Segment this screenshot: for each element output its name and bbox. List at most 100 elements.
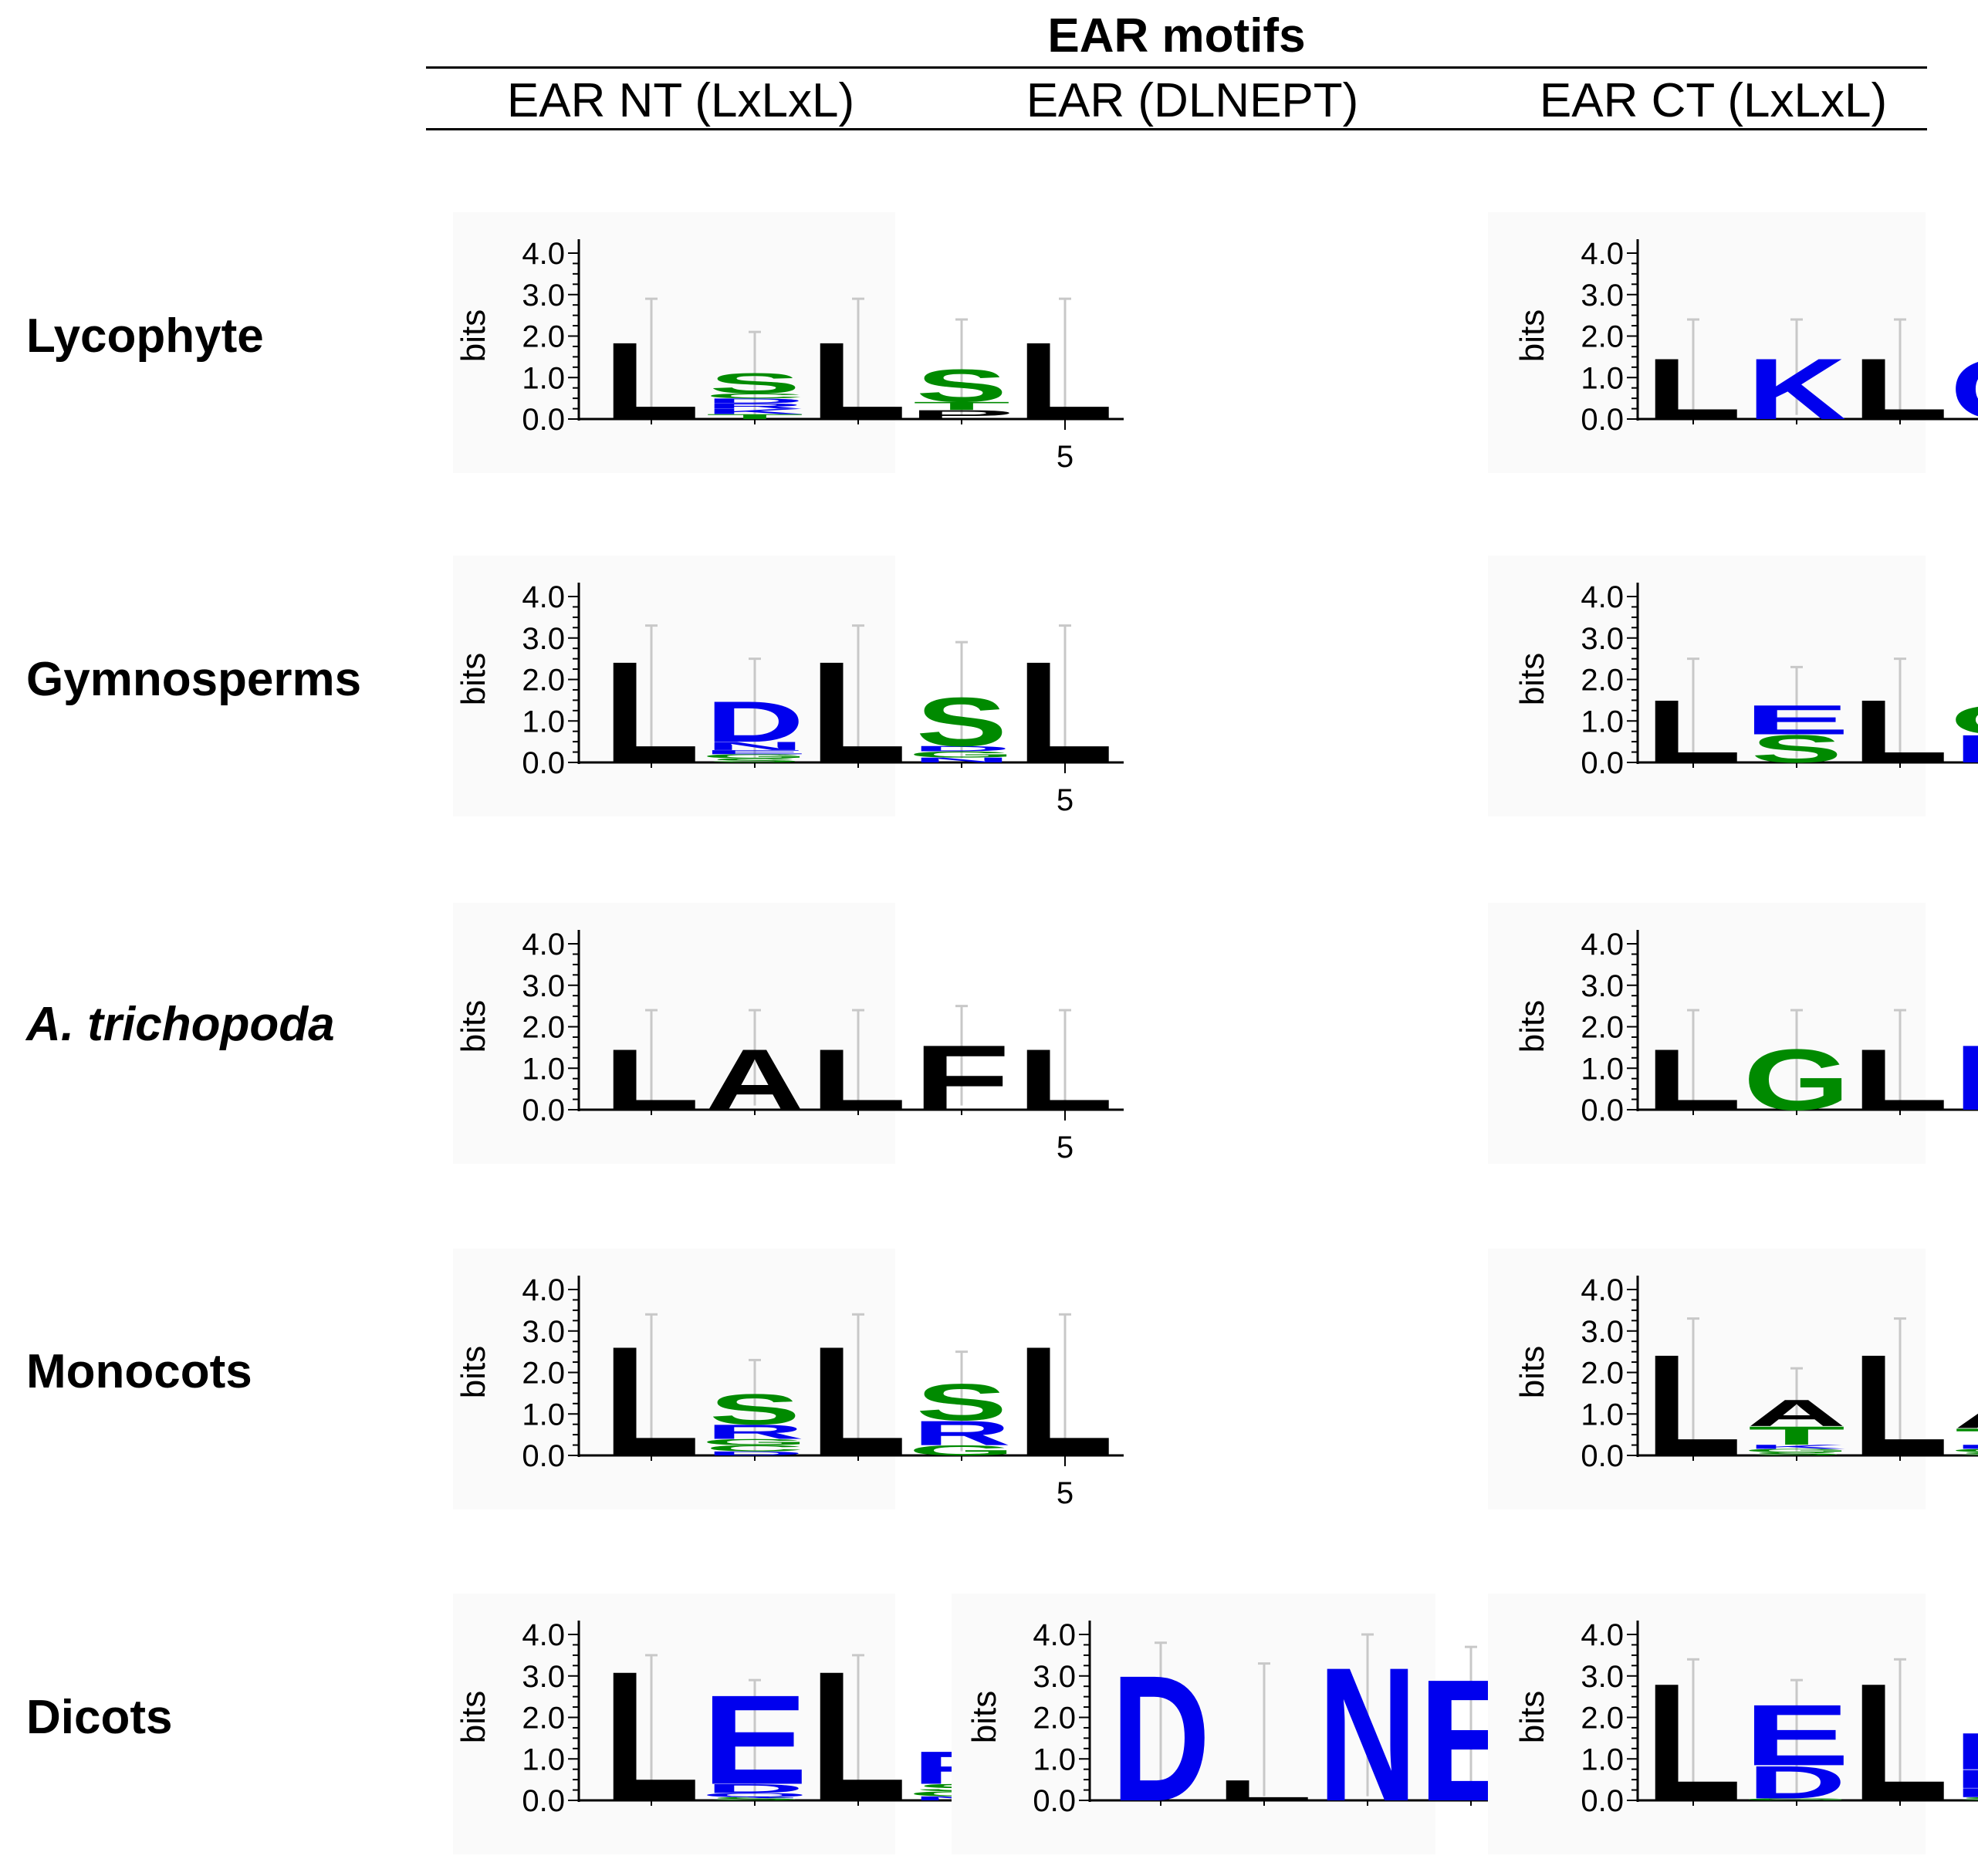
logo-letter-s: S: [709, 1797, 801, 1802]
y-tick-label: 2.0: [1581, 664, 1624, 698]
logo-letter-g: G: [1743, 1031, 1850, 1128]
logo-letter-t: T: [1748, 1421, 1845, 1451]
logo-letter-g: G: [702, 753, 808, 759]
logo-letter-s: S: [709, 757, 801, 763]
logo-dicots-ear-dlnept: 0.01.02.03.04.0bits5DLNEPNST: [952, 1594, 1736, 1855]
y-tick-label: 3.0: [522, 1315, 565, 1349]
logo-letter-d: D: [705, 397, 804, 404]
logo-letter-l: L: [603, 1315, 700, 1489]
y-tick-label: 3.0: [1581, 1660, 1624, 1694]
logo-letter-s: S: [709, 367, 801, 400]
logo-letter-l: L: [810, 1633, 907, 1840]
logo-letter-d: D: [912, 745, 1011, 753]
y-tick-label: 1.0: [522, 1742, 565, 1776]
logo-letter-l: L: [1645, 340, 1742, 438]
y-tick-label: 2.0: [522, 1011, 565, 1045]
y-tick-label: 1.0: [1581, 1398, 1624, 1432]
logo-letter-g: G: [702, 1437, 808, 1447]
logo-letter-c: C: [705, 1443, 804, 1453]
logo-letter-l: L: [1851, 681, 1949, 782]
logo-panel-background: [453, 212, 895, 473]
logo-letter-l: L: [810, 631, 907, 793]
logo-letter-g: G: [1950, 697, 1978, 743]
row-label-dicots: Dicots: [26, 1691, 173, 1744]
y-tick-label: 4.0: [522, 237, 565, 271]
y-tick-label: 1.0: [522, 705, 565, 739]
logo-letter-g: G: [908, 749, 1015, 759]
logo-panel-background: [1488, 212, 1926, 473]
y-tick-label: 0.0: [522, 1093, 565, 1127]
y-axis-label: bits: [455, 1346, 492, 1398]
y-axis-label: bits: [1513, 653, 1551, 705]
y-tick-label: 1.0: [522, 1398, 565, 1432]
logo-panel-background: [1488, 1249, 1926, 1509]
logo-letter-r: R: [912, 1414, 1011, 1452]
title-rule: [426, 66, 1927, 69]
row-label-monocots: Monocots: [26, 1345, 252, 1398]
y-tick-label: 2.0: [1033, 1702, 1076, 1736]
y-axis-label: bits: [1513, 1000, 1551, 1053]
logo-letter-k: K: [705, 407, 804, 416]
logo-letter-l: L: [603, 1633, 700, 1840]
logo-letter-l: L: [1216, 1774, 1313, 1807]
logo-letter-l: L: [1016, 1031, 1114, 1128]
y-tick-label: 2.0: [522, 1702, 565, 1736]
y-tick-label: 4.0: [1581, 928, 1624, 962]
y-tick-label: 4.0: [1033, 1618, 1076, 1652]
logo-letter-g: G: [1950, 1448, 1978, 1453]
logo-letter-s: S: [916, 1373, 1008, 1432]
y-axis-label: bits: [455, 653, 492, 705]
logo-letter-s: S: [1958, 1452, 1978, 1457]
y-tick-label: 3.0: [1581, 622, 1624, 656]
logo-dicots-ear-ct-lxlxl: 0.01.02.03.04.0bits5LGDELSNRKL: [1488, 1594, 1978, 1854]
logo-letter-r: R: [705, 1421, 804, 1443]
logo-letter-a: A: [1954, 1397, 1978, 1435]
logo-letter-r: R: [1954, 1765, 1978, 1794]
logo-letter-c: C: [705, 392, 804, 400]
logo-letter-l: L: [1645, 1324, 1742, 1486]
logo-letter-l: L: [1851, 340, 1949, 438]
logo-letter-k: K: [1747, 340, 1846, 438]
logo-panel-background: [1488, 903, 1926, 1164]
y-tick-label: 3.0: [1581, 279, 1624, 313]
y-tick-label: 0.0: [1581, 1093, 1624, 1127]
figure-title: EAR motifs: [1047, 9, 1306, 63]
logo-letter-p: P: [908, 407, 1015, 421]
logo-monocots-ear-ct-lxlxl: 0.01.02.03.04.0bits5LSGKTALSGRTAL: [1488, 1249, 1978, 1509]
logo-letter-t: T: [1955, 1424, 1978, 1450]
logo-letter-l: L: [1851, 1324, 1949, 1486]
logo-letter-t: T: [913, 400, 1010, 413]
logo-letter-d: D: [705, 689, 804, 754]
x-tick-label: 5: [1057, 1476, 1074, 1510]
logo-letter-n: N: [1318, 1628, 1417, 1841]
header-rule: [426, 128, 1927, 130]
y-tick-label: 3.0: [522, 279, 565, 313]
logo-letter-g: G: [908, 1442, 1015, 1459]
y-tick-label: 2.0: [522, 1357, 565, 1391]
y-tick-label: 0.0: [1033, 1784, 1076, 1818]
logo-panel-background: [453, 1594, 895, 1854]
y-tick-label: 0.0: [522, 746, 565, 780]
y-tick-label: 1.0: [1581, 1742, 1624, 1776]
y-axis-label: bits: [455, 1691, 492, 1743]
logo-letter-q: Q: [1950, 340, 1978, 438]
logo-letter-k: K: [1747, 1444, 1846, 1450]
y-tick-label: 3.0: [522, 1660, 565, 1694]
logo-letter-l: L: [1851, 1031, 1949, 1128]
logo-letter-r: R: [705, 402, 804, 411]
y-tick-label: 3.0: [1581, 969, 1624, 1003]
logo-letter-e: E: [702, 749, 808, 755]
y-tick-label: 2.0: [1581, 320, 1624, 354]
y-axis-label: bits: [965, 1691, 1003, 1743]
logo-panel-background: [453, 556, 895, 816]
logo-letter-a: A: [705, 1031, 804, 1128]
column-header-ear-nt: EAR NT (LxLxL): [506, 74, 855, 127]
logo-letter-s: S: [916, 360, 1008, 412]
logo-letter-d: D: [705, 1450, 804, 1456]
y-tick-label: 4.0: [1581, 580, 1624, 614]
logo-letter-n: N: [705, 739, 804, 752]
logo-gymnosperms-ear-ct-lxlxl: 0.01.02.03.04.0bits5LSELKGL: [1488, 556, 1978, 816]
y-tick-label: 4.0: [522, 1618, 565, 1652]
